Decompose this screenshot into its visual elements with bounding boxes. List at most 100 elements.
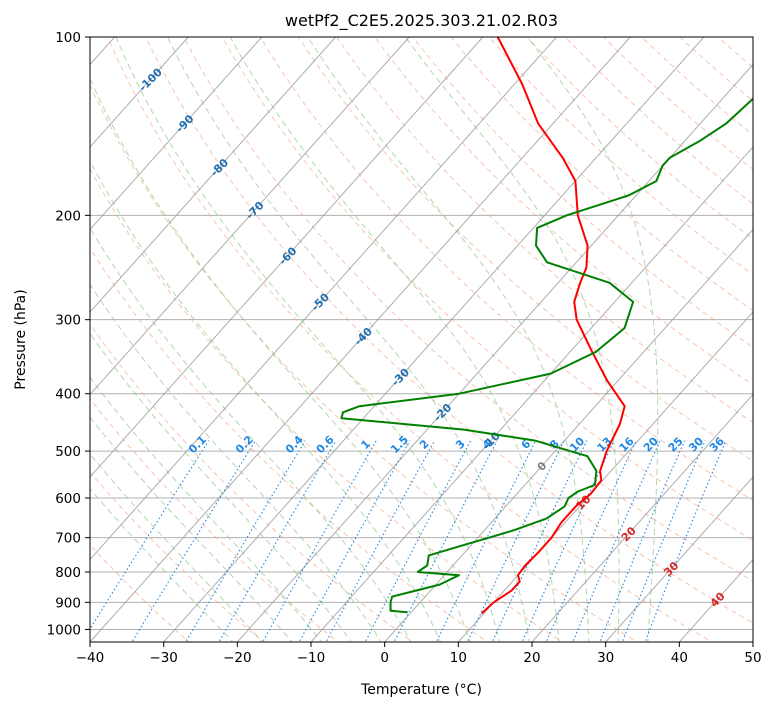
moist-adiabat (90, 453, 264, 642)
x-tick-label: 10 (450, 650, 467, 666)
moist-adiabat (90, 376, 323, 642)
isotherm-line (90, 37, 410, 396)
isotherm-line (531, 393, 753, 642)
y-tick-label: 300 (55, 313, 81, 329)
isotherm-line (236, 63, 753, 642)
y-tick-label: 1000 (47, 622, 81, 638)
mixing-ratio-line (325, 440, 436, 642)
temperature-line (480, 37, 626, 615)
y-tick-label: 500 (55, 444, 81, 460)
mixing-ratio-line (599, 440, 686, 642)
dry-adiabat (297, 37, 753, 462)
dry-adiabat (679, 37, 753, 102)
mixing-ratio-line (491, 440, 588, 642)
y-tick-label: 900 (55, 595, 81, 611)
mixing-ratio-label: 25 (666, 435, 686, 455)
dewpoint-line (340, 97, 753, 614)
isotherm-label: -100 (136, 65, 165, 94)
dry-adiabat (145, 37, 753, 624)
dry-adiabat (717, 37, 753, 69)
x-tick-label: −40 (76, 650, 105, 666)
y-tick-label: 700 (55, 531, 81, 547)
dry-adiabat (335, 37, 753, 424)
mixing-ratio-line (185, 440, 306, 642)
y-axis-title: Pressure (hPa) (13, 289, 29, 389)
dry-adiabat (90, 84, 639, 642)
x-tick-label: 50 (744, 650, 761, 666)
mixing-ratio-label: 0.4 (283, 433, 306, 456)
moist-adiabat (526, 37, 659, 642)
mixing-ratio-label: 1.5 (388, 433, 411, 456)
isotherm-line (90, 37, 484, 478)
plot-frame (89, 36, 754, 643)
dry-adiabat (412, 37, 753, 349)
mixing-ratio-line (298, 440, 411, 642)
dry-adiabat (90, 247, 489, 642)
dry-adiabat (259, 37, 753, 501)
isotherm-line (752, 641, 753, 642)
dry-adiabat (641, 37, 753, 136)
moist-adiabat (307, 37, 590, 642)
x-tick-label: −20 (223, 650, 252, 666)
mixing-ratio-label: 1 (359, 437, 374, 452)
background-line-labels: 0.1 0.2 0.4 0.6 1 1.5 2 3 4 6 8 10 13 16 20 25 30 36-100-… (136, 65, 728, 609)
moist-adiabat (90, 227, 412, 642)
mixing-ratio-label: 3 (453, 437, 468, 452)
y-tick-label: 100 (55, 30, 81, 46)
mixing-ratio-line (218, 440, 337, 642)
dry-adiabat (374, 37, 753, 386)
background-lines (90, 37, 753, 642)
isotherm-line (605, 476, 753, 642)
dry-adiabat (107, 37, 713, 642)
dry-adiabat (602, 37, 753, 170)
moist-adiabat (90, 332, 352, 642)
moist-adiabat (166, 37, 530, 642)
mixing-ratio-line (621, 440, 706, 642)
isotherm-line (90, 37, 631, 642)
x-tick-label: −10 (297, 650, 326, 666)
mixing-ratio-label: 0.2 (233, 433, 256, 456)
mixing-ratio-line (131, 440, 256, 642)
isotherm-line (163, 37, 705, 642)
moist-adiabat (90, 160, 441, 642)
moist-adiabat (115, 37, 501, 642)
mixing-ratio-label: 0.1 (186, 433, 209, 456)
x-tick-label: 20 (523, 650, 540, 666)
moist-adiabat (90, 416, 293, 642)
mixing-ratio-line (393, 440, 498, 642)
x-tick-label: −30 (149, 650, 178, 666)
x-axis-title: Temperature (°C) (360, 682, 482, 698)
dry-adiabat (90, 167, 564, 642)
isotherm-line (90, 37, 263, 231)
mixing-ratio-line (90, 440, 210, 630)
mixing-ratio-line (262, 440, 377, 642)
mixing-ratio-line (466, 440, 565, 642)
y-tick-label: 600 (55, 491, 81, 507)
mixing-ratio-line (644, 440, 727, 642)
moist-adiabat (90, 77, 471, 642)
mixing-ratio-line (364, 440, 472, 642)
mixing-ratio-line (572, 440, 661, 642)
mixing-ratio-line (545, 440, 637, 642)
y-tick-label: 200 (55, 208, 81, 224)
x-tick-label: 30 (597, 650, 614, 666)
dry-adiabat (90, 323, 414, 642)
y-tick-label: 800 (55, 565, 81, 581)
isotherm-line (90, 37, 189, 148)
moist-adiabat (229, 37, 560, 642)
isotherm-line (310, 146, 753, 642)
dry-adiabat (90, 471, 265, 642)
profile-series (340, 37, 753, 615)
dry-adiabat (221, 37, 753, 541)
chart-title: wetPf2_C2E5.2025.303.21.02.R03 (285, 11, 558, 31)
isotherm-line (90, 37, 557, 561)
isotherm-line (90, 37, 336, 313)
x-tick-label: 0 (380, 650, 389, 666)
dry-adiabat (564, 37, 753, 205)
moist-adiabat (90, 488, 234, 642)
isotherm-line (457, 311, 753, 642)
moist-adiabat (404, 37, 620, 642)
isotherm-line (678, 558, 753, 642)
x-tick-label: 40 (671, 650, 688, 666)
moist-adiabat (90, 283, 382, 642)
